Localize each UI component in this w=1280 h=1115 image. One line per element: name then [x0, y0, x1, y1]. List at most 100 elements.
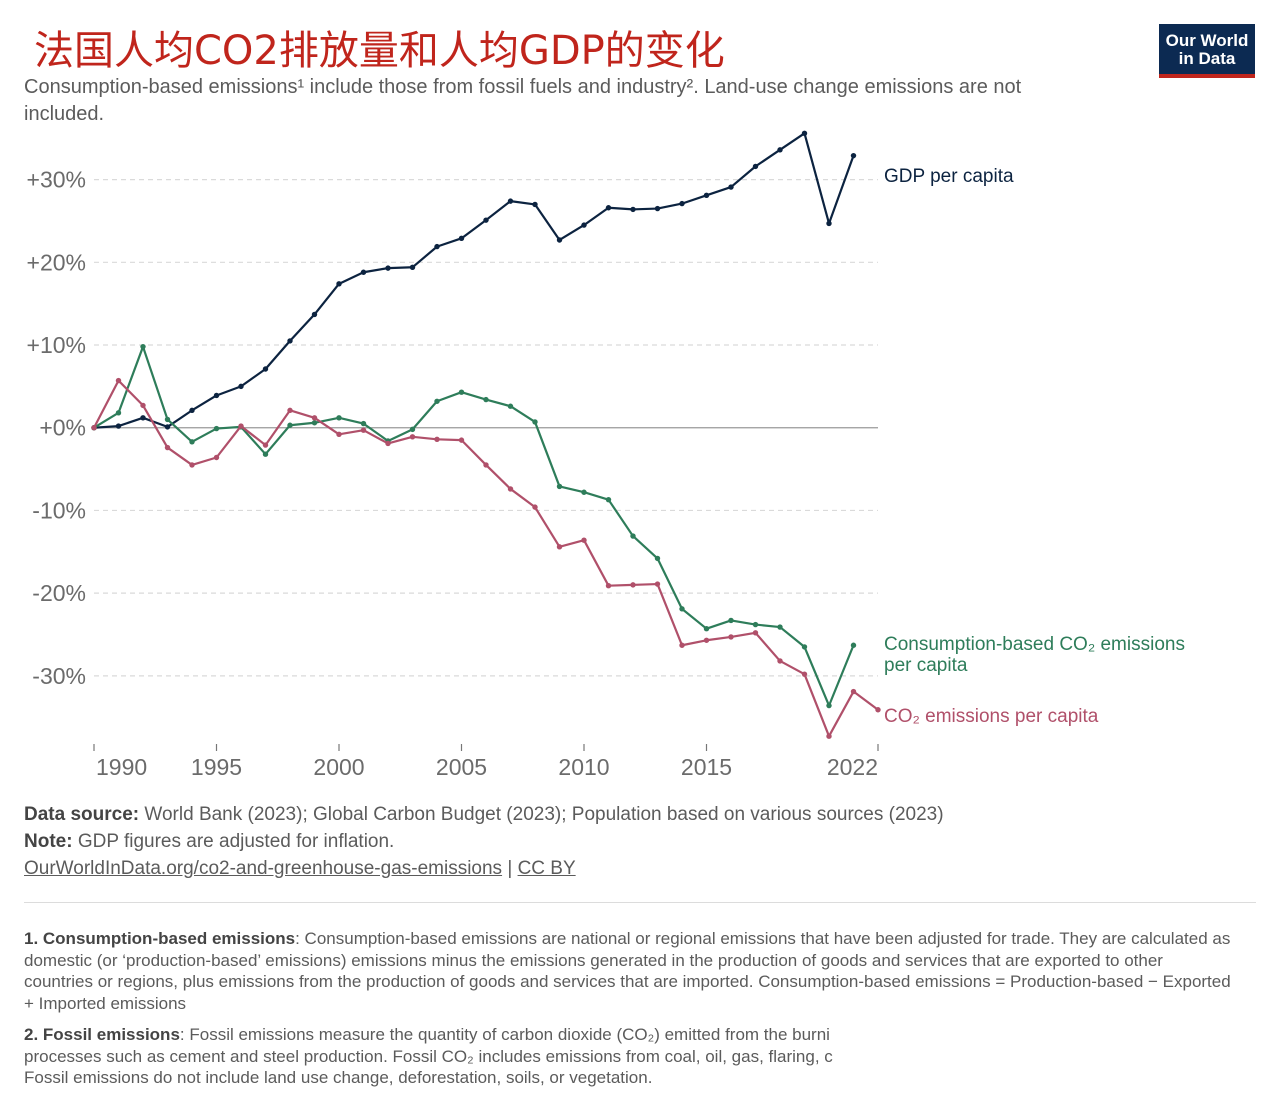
data-source-label: Data source: — [24, 804, 140, 825]
data-point — [532, 504, 538, 510]
data-point — [826, 733, 832, 739]
data-point — [654, 555, 661, 562]
y-tick-label: -30% — [32, 663, 86, 689]
x-tick-label: 1990 — [96, 754, 147, 780]
data-point — [826, 702, 832, 709]
data-point — [875, 707, 881, 713]
data-point — [409, 434, 416, 440]
footnote-2-text-c: Fossil emissions do not include land use… — [24, 1068, 653, 1087]
data-point — [801, 671, 808, 677]
series-line-1 — [93, 345, 855, 707]
data-point — [311, 311, 318, 318]
chart-title: 法国人均CO2排放量和人均GDP的变化 — [34, 28, 725, 74]
data-point — [336, 415, 342, 421]
y-tick-label: +20% — [27, 249, 86, 275]
series-labels: GDP per capita Consumption-based CO₂ emis… — [884, 166, 1185, 727]
data-point — [336, 281, 342, 287]
data-point — [605, 496, 612, 503]
data-point — [630, 582, 636, 588]
data-point — [140, 343, 146, 350]
footnote-2-label: 2. Fossil emissions — [24, 1025, 180, 1044]
data-point — [826, 220, 832, 227]
data-point — [752, 163, 759, 170]
y-tick-label: -20% — [32, 580, 86, 606]
data-point — [679, 642, 685, 648]
data-point — [483, 462, 489, 468]
footer-separator: | — [502, 858, 518, 879]
data-point — [630, 533, 636, 539]
x-tick-label: 1995 — [191, 754, 242, 780]
x-tick-label: 2005 — [436, 754, 487, 780]
data-point — [164, 416, 171, 423]
data-point — [483, 396, 489, 403]
line-chart: +30% +20% +10% +0% -10% -20% -30% 1990 1995 2000… — [27, 130, 1185, 780]
data-point — [336, 431, 342, 438]
series-label-0: GDP per capita — [884, 166, 1014, 187]
series-line-2 — [93, 379, 879, 738]
logo-line-1: Our World — [1165, 31, 1249, 50]
data-point — [311, 415, 318, 421]
footnote-1-label: 1. Consumption-based emissions — [24, 929, 296, 948]
x-tick-label: 2015 — [681, 754, 732, 780]
data-point — [532, 419, 538, 425]
data-point — [458, 235, 465, 242]
data-point — [605, 582, 612, 589]
license-link[interactable]: CC BY — [517, 858, 576, 879]
data-point — [164, 444, 171, 451]
divider — [24, 902, 1256, 903]
data-point — [360, 269, 367, 275]
data-point — [777, 658, 783, 664]
data-point — [213, 425, 220, 432]
data-point — [728, 634, 734, 640]
data-point — [360, 427, 367, 433]
data-point — [262, 442, 269, 448]
source-link[interactable]: OurWorldInData.org/co2-and-greenhouse-ga… — [24, 858, 503, 879]
data-point — [262, 366, 269, 372]
data-point — [581, 489, 587, 495]
y-tick-label: +30% — [27, 167, 86, 193]
data-point — [238, 383, 244, 390]
data-source-text: World Bank (2023); Global Carbon Budget … — [139, 804, 944, 825]
data-point — [385, 265, 391, 271]
data-point — [189, 407, 195, 414]
logo-line-2: in Data — [1178, 49, 1236, 68]
data-point — [483, 217, 489, 223]
data-point — [556, 483, 563, 490]
data-point — [409, 426, 416, 433]
y-tick-label: +0% — [39, 415, 86, 441]
footnote-1-text: : Consumption-based emissions are nation… — [24, 929, 1231, 1013]
data-point — [605, 205, 612, 211]
grid-lines — [94, 179, 878, 677]
data-point — [115, 377, 122, 384]
footer-links: OurWorldInData.org/co2-and-greenhouse-ga… — [24, 855, 1254, 882]
data-point — [777, 147, 783, 153]
data-point — [507, 198, 514, 204]
data-point — [556, 237, 563, 243]
x-axis-ticks: 1990 1995 2000 2005 2010 2015 2022 — [93, 744, 879, 780]
y-tick-label: -10% — [32, 497, 86, 523]
data-point — [287, 407, 293, 414]
y-tick-label: +10% — [27, 332, 86, 358]
data-point — [287, 338, 293, 344]
data-point — [385, 440, 391, 447]
data-point — [581, 222, 587, 228]
note: Note: GDP figures are adjusted for infla… — [24, 828, 1254, 855]
footnote-2: 2. Fossil emissions: Fossil emissions me… — [24, 1024, 1234, 1089]
data-point — [507, 486, 514, 492]
data-point — [728, 617, 734, 624]
footnotes: 1. Consumption-based emissions: Consumpt… — [24, 928, 1234, 1099]
data-point — [679, 606, 685, 612]
data-point — [262, 451, 269, 457]
data-point — [581, 537, 587, 543]
footnote-2-text-b: processes such as cement and steel produ… — [24, 1046, 833, 1066]
data-point — [140, 415, 146, 421]
data-point — [703, 637, 710, 643]
owid-logo[interactable]: Our World in Data — [1159, 24, 1255, 78]
data-point — [679, 200, 685, 207]
x-tick-label: 2010 — [558, 754, 609, 780]
data-point — [752, 621, 759, 628]
data-point — [189, 439, 195, 445]
data-point — [752, 630, 759, 636]
data-point — [115, 410, 122, 416]
footnote-1: 1. Consumption-based emissions: Consumpt… — [24, 928, 1234, 1014]
